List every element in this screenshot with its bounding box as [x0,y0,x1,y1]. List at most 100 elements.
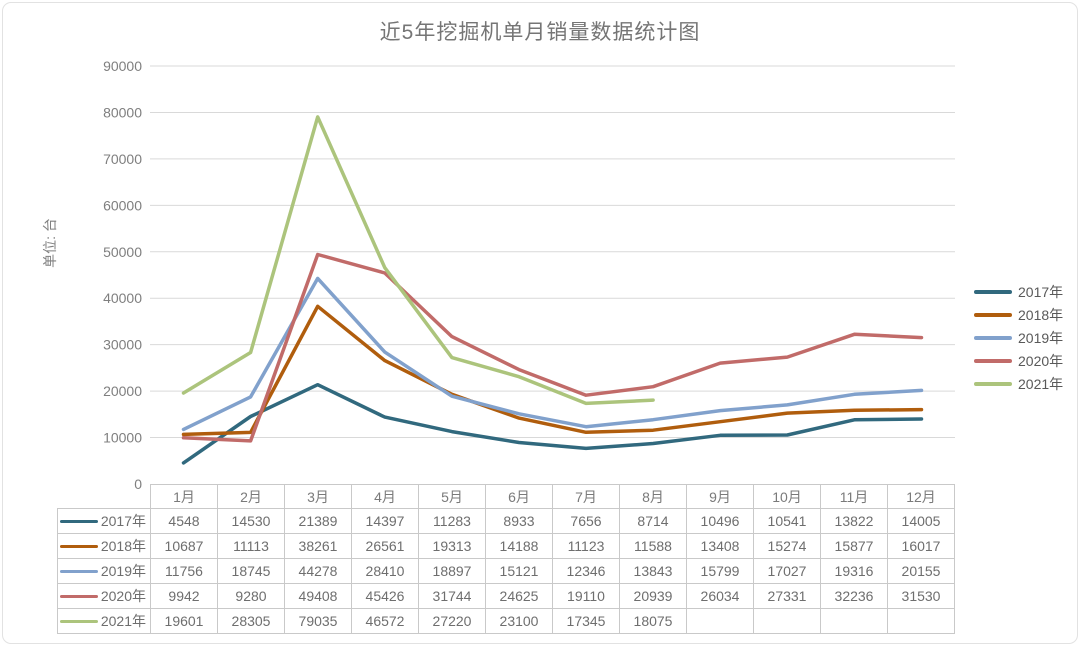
table-cell: 10541 [753,508,821,534]
y-tick-label: 90000 [103,58,142,74]
y-tick-label: 60000 [103,197,142,213]
table-cell: 9942 [150,583,218,609]
table-header-cell: 10月 [753,484,821,509]
y-tick-label: 30000 [103,337,142,353]
table-cell: 11588 [619,533,687,559]
series-line-2020年 [181,252,924,443]
table-cell [686,608,754,634]
legend-item-2018年: 2018年 [974,303,1063,326]
table-cell: 27331 [753,583,821,609]
table-cell: 7656 [552,508,620,534]
y-tick-label: 0 [134,476,142,492]
table-header-cell: 3月 [284,484,352,509]
table-header-cell: 12月 [887,484,955,509]
y-tick-label: 70000 [103,151,142,167]
table-row: 2019年 11756 18745 44278 28410 18897 15121 12346… [57,558,955,584]
legend-item-2020年: 2020年 [974,349,1063,372]
table-header-cell: 8月 [619,484,687,509]
table-cell: 15877 [820,533,888,559]
table-cell: 19110 [552,583,620,609]
table-header-cell: 7月 [552,484,620,509]
table-row-label: 2018年 [57,533,151,559]
table-cell: 18745 [217,558,285,584]
legend-swatch-icon [974,289,1012,294]
row-label-text: 2021年 [100,613,146,629]
table-cell: 14005 [887,508,955,534]
table-cell: 11123 [552,533,620,559]
table-cell: 31744 [418,583,486,609]
legend-item-2021年: 2021年 [974,372,1063,395]
y-tick-label: 20000 [103,383,142,399]
chart-legend: 2017年 2018年 2019年 2020年 2021年 [974,280,1063,395]
table-cell: 12346 [552,558,620,584]
data-table: 1月 2月 3月 4月 5月 6月 7月 8月 9月 10月 11月 12月 2017年 4548 1453… [57,484,955,634]
table-cell: 15274 [753,533,821,559]
table-cell: 8714 [619,508,687,534]
table-row-label: 2021年 [57,608,151,634]
table-header-cell: 1月 [150,484,218,509]
table-cell [753,608,821,634]
table-cell: 46572 [351,608,419,634]
row-swatch-icon [60,544,98,548]
table-cell: 20939 [619,583,687,609]
table-row-label: 2017年 [57,508,151,534]
table-cell: 28410 [351,558,419,584]
legend-swatch-icon [974,381,1012,386]
series-line-2017年 [181,382,924,465]
table-header-row: 1月 2月 3月 4月 5月 6月 7月 8月 9月 10月 11月 12月 [58,484,955,509]
legend-label: 2019年 [1018,329,1064,346]
table-cell: 20155 [887,558,955,584]
table-header-cell: 2月 [217,484,285,509]
table-cell: 19313 [418,533,486,559]
table-cell: 18075 [619,608,687,634]
series-lines [181,115,924,465]
legend-swatch-icon [974,312,1012,317]
table-cell: 26561 [351,533,419,559]
table-cell: 31530 [887,583,955,609]
legend-swatch-icon [974,358,1012,363]
table-header-cell: 11月 [820,484,888,509]
legend-item-2019年: 2019年 [974,326,1063,349]
table-cell: 28305 [217,608,285,634]
series-line-2021年 [181,115,655,406]
y-tick-label: 50000 [103,244,142,260]
legend-swatch-icon [974,335,1012,340]
table-cell: 18897 [418,558,486,584]
series-line-2018年 [181,304,924,437]
table-cell: 38261 [284,533,352,559]
table-cell: 19601 [150,608,218,634]
table-cell: 15121 [485,558,553,584]
table-cell: 13822 [820,508,888,534]
table-cell: 4548 [150,508,218,534]
table-row-label: 2019年 [57,558,151,584]
table-cell: 45426 [351,583,419,609]
table-cell: 11756 [150,558,218,584]
table-cell: 21389 [284,508,352,534]
row-swatch-icon [60,619,98,623]
table-row-label: 2020年 [57,583,151,609]
table-cell: 44278 [284,558,352,584]
legend-label: 2020年 [1018,352,1064,369]
table-cell: 13408 [686,533,754,559]
table-header-cell: 5月 [418,484,486,509]
table-cell: 11113 [217,533,285,559]
table-row: 2021年 19601 28305 79035 46572 27220 23100 17345… [57,608,955,634]
table-cell: 32236 [820,583,888,609]
table-cell: 16017 [887,533,955,559]
table-cell: 8933 [485,508,553,534]
table-cell: 14397 [351,508,419,534]
legend-label: 2021年 [1018,375,1064,392]
table-header-cell: 6月 [485,484,553,509]
table-cell: 79035 [284,608,352,634]
row-label-text: 2020年 [100,588,146,604]
y-tick-label: 40000 [103,290,142,306]
table-cell: 14188 [485,533,553,559]
table-cell: 26034 [686,583,754,609]
series-line-2019年 [181,276,924,432]
table-header-cell: 9月 [686,484,754,509]
chart-title: 近5年挖掘机单月销量数据统计图 [379,21,701,44]
legend-label: 2018年 [1018,306,1064,323]
table-cell: 23100 [485,608,553,634]
